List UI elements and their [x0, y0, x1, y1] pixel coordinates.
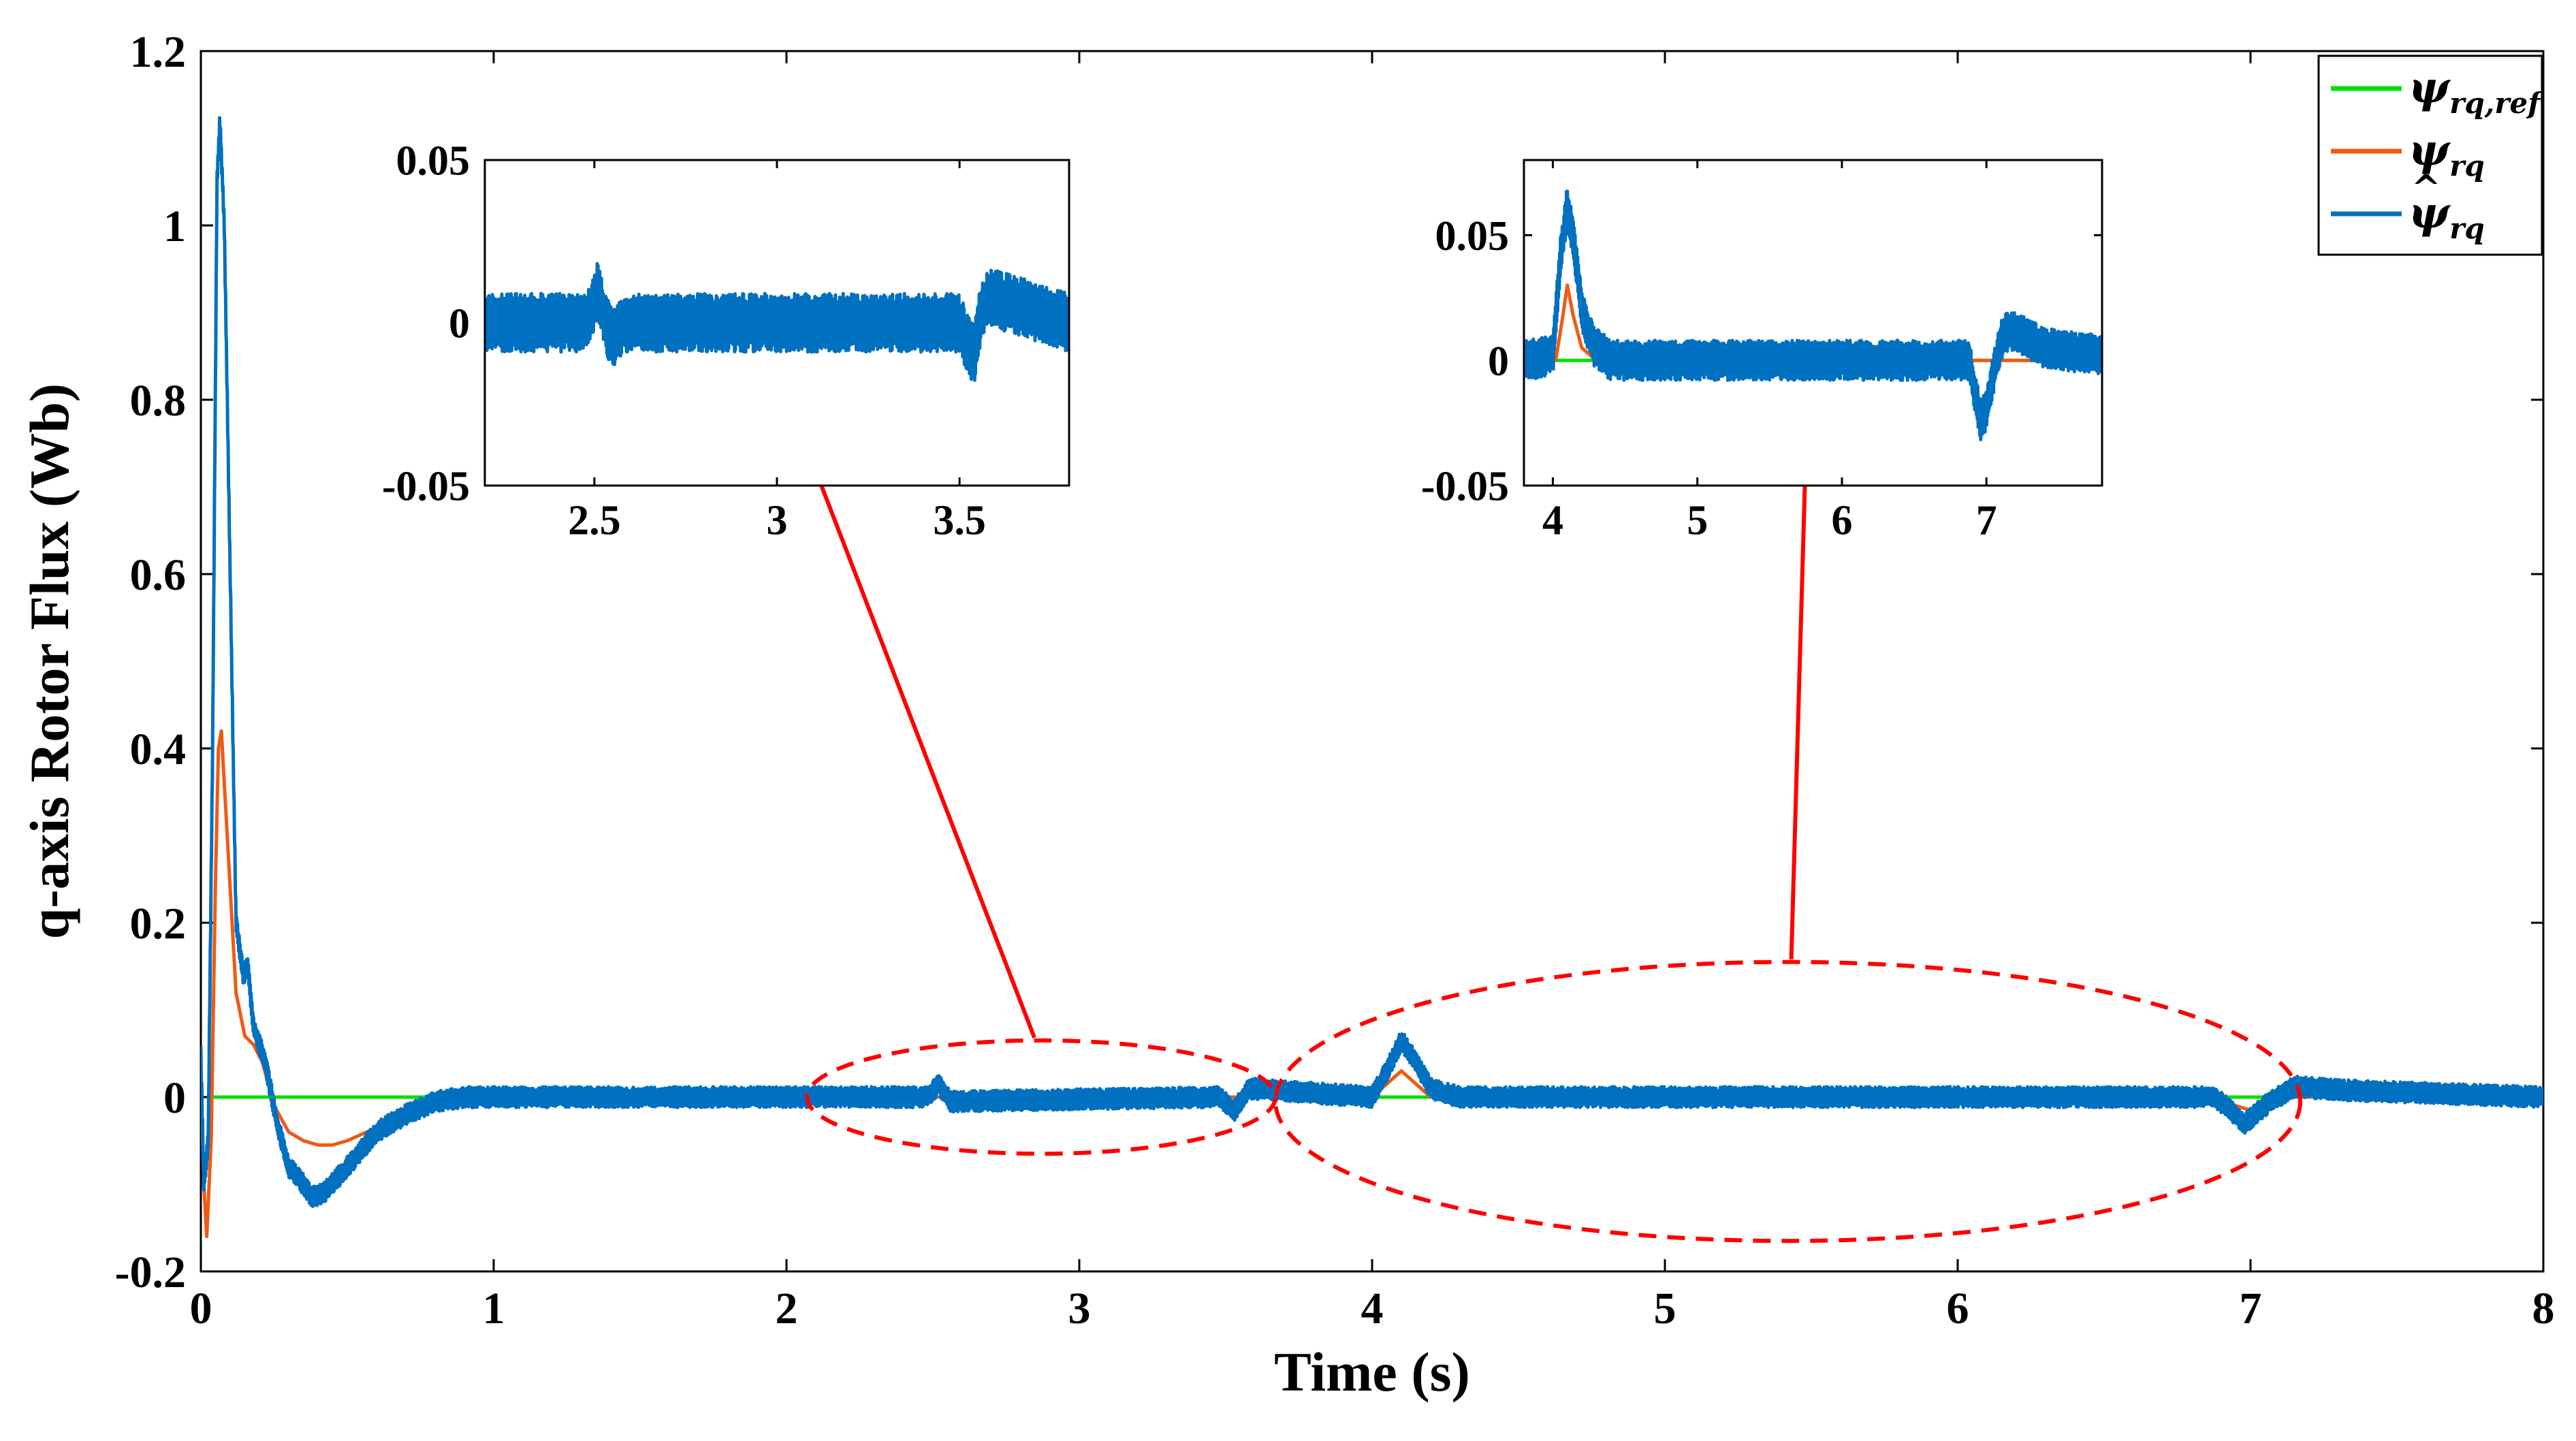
- inset-1-x-tick-label: 3: [767, 497, 788, 543]
- main-y-tick-label: 0.8: [130, 376, 187, 426]
- inset-1-series-group: [485, 262, 1069, 382]
- inset-plot-1: 2.5 3 3.5 -0.05 0 0.05: [382, 138, 1070, 543]
- main-x-tick-label: 7: [2240, 1284, 2262, 1333]
- main-y-tick-label: 1: [163, 202, 186, 251]
- inset-2-x-tick-label: 6: [1831, 497, 1852, 543]
- inset-1-x-tick-label: 3.5: [933, 497, 986, 543]
- inset-plot-2: 4 5 6 7 -0.05 0 0.05: [1421, 159, 2103, 543]
- inset-2-x-tick-label: 7: [1976, 497, 1997, 543]
- legend-label-reference: ψrq,ref: [2408, 62, 2545, 120]
- inset-1-y-tick-label: 0.05: [396, 138, 471, 185]
- main-series-group: [201, 116, 2543, 1239]
- legend-symbol: ψ: [2408, 125, 2451, 176]
- main-y-axis-label: q-axis Rotor Flux (Wb): [18, 383, 80, 939]
- inset-2-y-tick-label: 0.05: [1435, 213, 1510, 259]
- inset-1-y-tick-label: -0.05: [382, 464, 470, 510]
- annotation-layer: [801, 438, 2303, 1244]
- main-y-tick-label: 0.6: [130, 550, 187, 600]
- inset-2-frame-top: [1523, 159, 2103, 487]
- inset-2-x-tick-label: 4: [1542, 497, 1563, 543]
- zoom-arrow-2: [1789, 449, 1815, 960]
- main-y-tick-label: 0.4: [130, 725, 187, 774]
- inset-2-y-tick-label: -0.05: [1421, 464, 1509, 510]
- main-x-axis-label: Time (s): [1274, 1341, 1470, 1403]
- legend-subscript: rq,ref: [2449, 86, 2545, 120]
- inset-1-y-tick-label: 0: [449, 301, 470, 347]
- main-y-tick-label: 0: [163, 1073, 186, 1123]
- legend-label-estimated: ψrq: [2408, 187, 2485, 245]
- main-x-tick-label: 1: [483, 1284, 505, 1333]
- zoom-region-ellipse-1: [805, 1038, 1278, 1156]
- main-y-tick-label: 1.2: [130, 27, 187, 77]
- inset-1-frame-top: [483, 159, 1070, 487]
- inset-1-series-estimated: [485, 262, 1069, 382]
- legend-subscript: rq: [2449, 212, 2485, 245]
- main-series-estimated: [201, 116, 2543, 1208]
- main-x-tick-label: 3: [1068, 1284, 1091, 1333]
- inset-2-series-estimated: [1524, 189, 2102, 441]
- main-x-tick-label: 0: [190, 1284, 212, 1333]
- main-x-tick-label: 2: [776, 1284, 798, 1333]
- main-x-tick-label: 5: [1654, 1284, 1676, 1333]
- main-x-tick-label: 8: [2532, 1284, 2555, 1333]
- main-y-tick-label: 0.2: [130, 899, 187, 949]
- zoom-region-ellipse-2: [1273, 960, 2303, 1244]
- legend-label-actual: ψrq: [2408, 125, 2485, 183]
- zoom-arrow-1: [801, 438, 1036, 1039]
- legend-symbol: ψ: [2408, 62, 2451, 113]
- inset-2-series-group: [1524, 189, 2102, 441]
- inset-2-x-tick-label: 5: [1687, 497, 1708, 543]
- main-x-tick-label: 6: [1947, 1284, 1969, 1333]
- legend-subscript: rq: [2449, 149, 2485, 183]
- inset-2-y-tick-label: 0: [1488, 338, 1509, 385]
- legend-symbol: ψ: [2408, 187, 2451, 238]
- inset-1-x-tick-label: 2.5: [568, 497, 621, 543]
- legend-hat-accent: ^: [2411, 168, 2441, 209]
- main-x-tick-label: 4: [1361, 1284, 1384, 1333]
- main-y-tick-label: -0.2: [115, 1248, 186, 1297]
